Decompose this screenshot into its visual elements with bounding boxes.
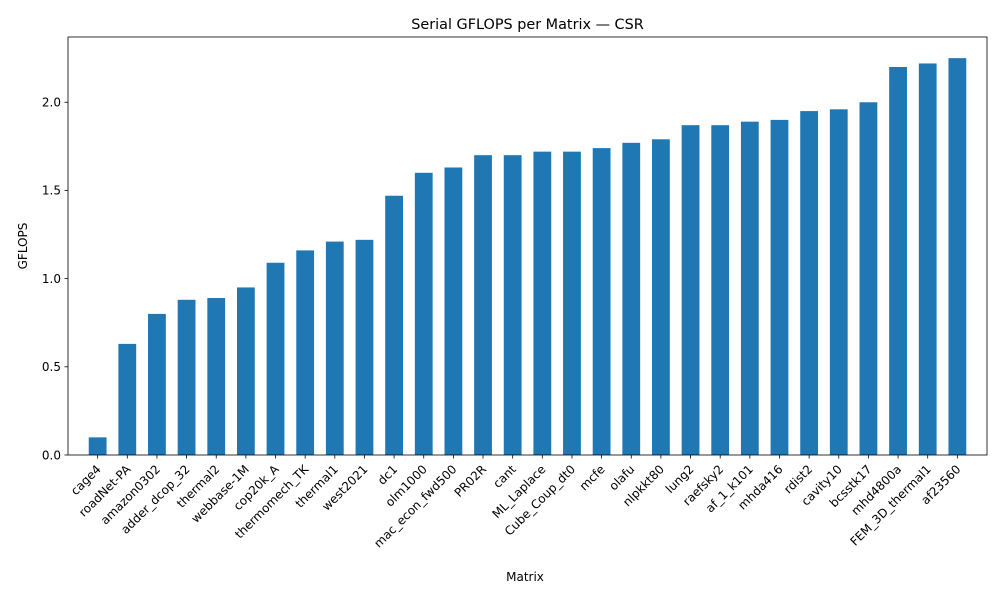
y-tick-label: 0.0	[42, 448, 61, 462]
bar-cage4	[88, 437, 107, 455]
bar-lung2	[681, 125, 700, 455]
bar-FEM_3D_thermal1	[918, 63, 937, 456]
bar-af_1_k101	[740, 121, 759, 455]
bar-mhda416	[770, 119, 789, 455]
bar-olm1000	[414, 172, 433, 455]
bar-olafu	[622, 142, 641, 455]
bar-webbase-1M	[236, 287, 255, 455]
bar-west2021	[355, 239, 374, 455]
bar-thermal2	[207, 298, 226, 455]
y-tick-label: 0.5	[42, 360, 61, 374]
bar-PR02R	[474, 155, 492, 456]
bar-raefsky2	[711, 125, 730, 455]
bar-thermomech_TK	[296, 250, 315, 455]
bar-thermal1	[325, 241, 344, 455]
x-axis-label: Matrix	[506, 570, 544, 584]
bar-adder_dcop_32	[177, 299, 196, 455]
bar-af23560	[948, 58, 967, 455]
bar-mcfe	[592, 148, 611, 456]
bar-mhd4800a	[889, 66, 907, 455]
bar-cant	[503, 155, 522, 456]
plot-frame	[67, 36, 988, 456]
bar-mac_econ_fwd500	[444, 167, 463, 455]
bar-Cube_Coup_dt0	[563, 151, 581, 455]
bar-nlpkkt80	[652, 139, 670, 456]
bars-group	[88, 58, 967, 456]
bar-amazon0302	[148, 313, 166, 455]
y-tick-label: 1.0	[42, 272, 61, 286]
bar-ML_Laplace	[533, 151, 552, 455]
y-ticks-group: 0.0 0.5 1.0 1.5 2.0	[42, 96, 68, 462]
bar-cavity10	[829, 109, 848, 455]
bar-dc1	[385, 195, 403, 456]
y-tick-label: 1.5	[42, 184, 61, 198]
bar-bcsstk17	[859, 102, 878, 455]
y-tick-label: 2.0	[42, 96, 61, 110]
bar-rdist2	[800, 111, 819, 455]
bar-roadNet-PA	[118, 343, 137, 455]
y-axis-label: GFLOPS	[16, 223, 30, 270]
bar-cop20k_A	[266, 262, 285, 455]
chart-title: Serial GFLOPS per Matrix — CSR	[411, 17, 643, 33]
